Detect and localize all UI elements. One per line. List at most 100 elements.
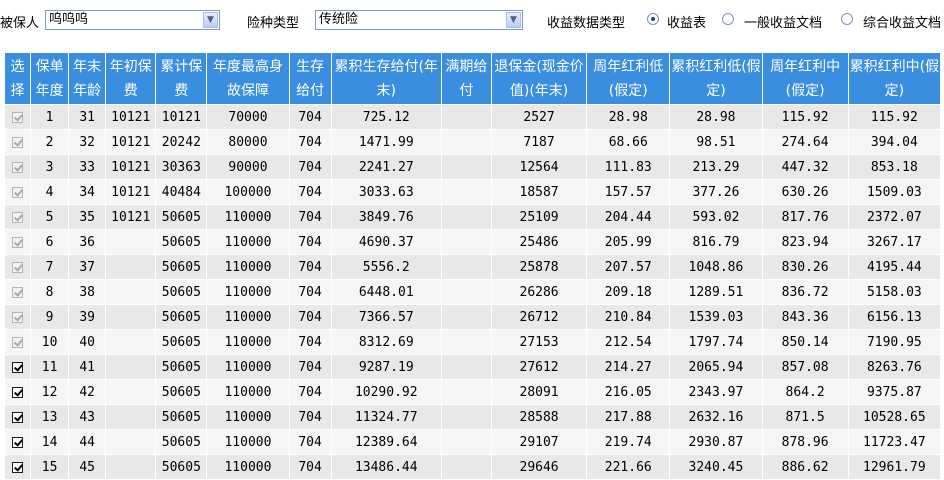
column-header: 周年红利中(假定) [761, 52, 849, 105]
table-cell: 29646 [491, 454, 588, 480]
table-cell: 219.74 [586, 429, 671, 455]
table-cell: 70000 [206, 104, 290, 130]
table-cell: 12 [30, 379, 70, 405]
select-cell [4, 254, 32, 280]
table-cell [105, 254, 157, 280]
row-checkbox[interactable] [11, 361, 23, 373]
table-cell: 8 [30, 279, 70, 305]
table-row: 1 31 10121 10121 70000 704 725.12 2527 28.98 28.9… [4, 104, 942, 130]
table-cell: 33 [68, 154, 107, 180]
table-cell: 3849.76 [331, 204, 442, 230]
radio-income-table[interactable] [647, 13, 659, 25]
table-cell: 10528.65 [848, 404, 942, 430]
row-checkbox[interactable] [11, 436, 23, 448]
radio-income-table-label[interactable]: 收益表 [667, 16, 707, 31]
table-cell: 704 [289, 204, 332, 230]
table-cell: 26712 [491, 304, 588, 330]
table-cell [441, 429, 492, 455]
select-cell [4, 429, 32, 455]
table-cell: 50605 [155, 404, 208, 430]
table-cell: 10121 [105, 154, 157, 180]
table-cell: 34 [68, 179, 107, 205]
column-header: 年末年龄 [68, 52, 107, 105]
column-header: 生存给付 [288, 52, 332, 105]
table-cell: 28.98 [586, 104, 671, 130]
table-cell [105, 279, 157, 305]
table-row: 7 37 50605 110000 704 5556.2 25878 207.57 1048.8… [4, 254, 942, 280]
table-cell: 4 [30, 179, 70, 205]
table-cell: 27612 [491, 354, 588, 380]
radio-combined-doc-label[interactable]: 综合收益文档 [863, 16, 942, 31]
table-cell: 26286 [491, 279, 588, 305]
insured-label: 被保人 [0, 16, 40, 31]
table-cell: 110000 [206, 354, 290, 380]
table-cell: 12564 [491, 154, 588, 180]
radio-combined-doc[interactable] [841, 13, 853, 25]
table-cell: 704 [289, 154, 332, 180]
table-cell: 27153 [491, 329, 588, 355]
row-checkbox[interactable] [11, 411, 23, 423]
table-cell: 10290.92 [331, 379, 442, 405]
table-cell [441, 404, 492, 430]
table-cell: 50605 [155, 204, 208, 230]
table-cell: 9 [30, 304, 70, 330]
chevron-down-icon[interactable]: ▼ [506, 12, 521, 28]
table-cell: 10121 [105, 104, 157, 130]
insured-select-value: 呜呜呜 [49, 12, 89, 27]
table-cell: 111.83 [586, 154, 671, 180]
column-header: 保单年度 [30, 52, 70, 105]
insured-select[interactable]: 呜呜呜 ▼ [45, 10, 220, 30]
row-checkbox [11, 236, 23, 248]
table-cell: 25109 [491, 204, 588, 230]
chevron-down-icon[interactable]: ▼ [203, 12, 218, 28]
table-cell: 40 [68, 329, 107, 355]
select-cell [4, 154, 32, 180]
select-cell [4, 229, 32, 255]
table-body: 1 31 10121 10121 70000 704 725.12 2527 28.98 28.9… [4, 104, 942, 480]
table-cell: 6 [30, 229, 70, 255]
radio-general-doc-label[interactable]: 一般收益文档 [744, 16, 823, 31]
table-cell: 7366.57 [331, 304, 442, 330]
column-header: 满期给付 [440, 52, 492, 105]
table-cell: 7187 [491, 129, 588, 155]
table-cell: 10 [30, 329, 70, 355]
table-cell: 204.44 [586, 204, 671, 230]
table-cell: 704 [289, 104, 332, 130]
table-cell: 29107 [491, 429, 588, 455]
table-cell: 704 [289, 404, 332, 430]
table-cell: 31 [68, 104, 107, 130]
table-cell: 90000 [206, 154, 290, 180]
table-cell: 704 [289, 429, 332, 455]
row-checkbox[interactable] [11, 386, 23, 398]
table-row: 6 36 50605 110000 704 4690.37 25486 205.99 816.7… [4, 229, 942, 255]
select-cell [4, 304, 32, 330]
table-cell: 704 [289, 454, 332, 480]
table-cell: 447.32 [762, 154, 849, 180]
table-cell: 823.94 [762, 229, 849, 255]
table-cell: 394.04 [848, 129, 942, 155]
table-cell [105, 329, 157, 355]
table-row: 5 35 10121 50605 110000 704 3849.76 25109 204.44… [4, 204, 942, 230]
table-cell: 704 [289, 254, 332, 280]
table-cell: 207.57 [586, 254, 671, 280]
table-cell: 110000 [206, 304, 290, 330]
table-cell: 1 [30, 104, 70, 130]
table-cell: 853.18 [848, 154, 942, 180]
table-row: 4 34 10121 40484 100000 704 3033.63 18587 157.57… [4, 179, 942, 205]
select-cell [4, 379, 32, 405]
insurance-type-select[interactable]: 传统险 ▼ [315, 10, 523, 30]
table-cell: 704 [289, 379, 332, 405]
data-type-label: 收益数据类型 [547, 16, 626, 31]
table-cell: 871.5 [762, 404, 849, 430]
table-row: 14 44 50605 110000 704 12389.64 29107 219.74 293… [4, 429, 942, 455]
filter-bar: 被保人 呜呜呜 ▼ 险种类型 传统险 ▼ 收益数据类型 收益表 一般收益文档 综… [0, 0, 944, 46]
table-cell: 110000 [206, 329, 290, 355]
table-cell: 44 [68, 429, 107, 455]
table-cell [441, 204, 492, 230]
table-cell: 274.64 [762, 129, 849, 155]
row-checkbox[interactable] [11, 461, 23, 473]
table-cell: 878.96 [762, 429, 849, 455]
table-cell: 35 [68, 204, 107, 230]
table-cell [105, 229, 157, 255]
radio-general-doc[interactable] [722, 13, 734, 25]
